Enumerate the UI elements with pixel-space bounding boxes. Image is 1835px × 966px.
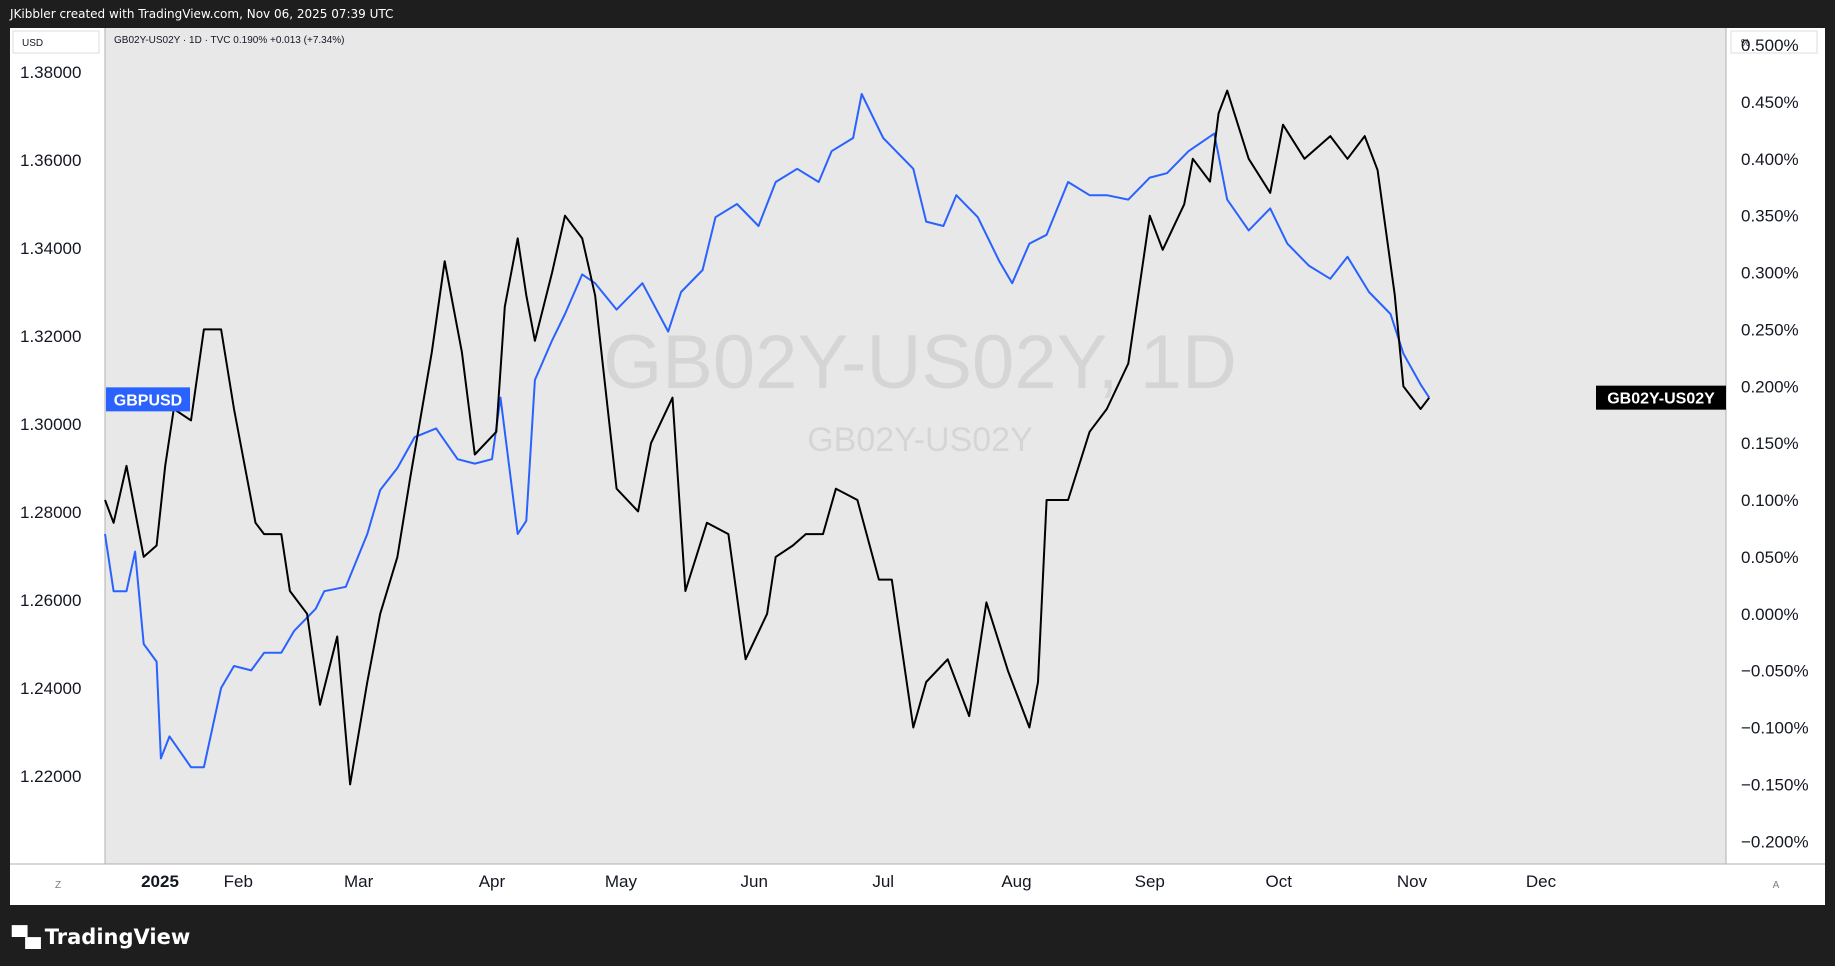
right-tick-label: 0.200% [1741,377,1799,396]
brand-text: TradingView [44,925,191,949]
time-tick-label: Jun [741,872,768,891]
time-tick-label: Oct [1266,872,1293,891]
time-tick-label: Nov [1397,872,1428,891]
right-tick-label: 0.000% [1741,605,1799,624]
left-tick-label: 1.30000 [20,415,81,434]
left-tick-label: 1.22000 [20,767,81,786]
left-unit-box [12,30,100,54]
right-tick-label: 0.350% [1741,207,1799,226]
footer-bar: ▀▄ TradingView [0,905,1835,966]
series-line-gb02y-us02y [104,89,1430,786]
left-tick-label: 1.34000 [20,239,81,258]
chart-frame: USD% GB02Y-US02Y · 1D · TVC 0.190% +0.013… [10,28,1825,905]
gbpusd-price-tag-label: GBPUSD [114,392,182,409]
right-unit-label: % [1741,38,1750,49]
left-tick-label: 1.38000 [20,63,81,82]
watermark-main: GB02Y-US02Y, 1D [603,320,1237,405]
right-tick-label: 0.500% [1741,36,1799,55]
time-tick-label: Dec [1526,872,1557,891]
time-tick-label: 2025 [141,872,179,891]
brand[interactable]: ▀▄ TradingView [12,925,190,949]
left-tick-label: 1.32000 [20,327,81,346]
gb02y-us02y-price-tag-label: GB02Y-US02Y [1607,391,1715,408]
right-tick-label: 0.150% [1741,434,1799,453]
credit-bar: JKibbler created with TradingView.com, N… [0,0,1835,28]
gbpusd-price-tag [106,387,190,412]
time-tick-label: Feb [224,872,253,891]
right-unit-box [1730,30,1818,54]
series-line-gbpusd [104,93,1431,769]
right-tick-label: −0.100% [1741,719,1809,738]
time-tick-label: May [605,872,638,891]
right-tick-label: 0.050% [1741,548,1799,567]
time-tick-label: Jul [872,872,894,891]
corner-left-label: Z [55,880,61,891]
time-tick-label: Aug [1001,872,1031,891]
gb02y-us02y-price-tag [1596,385,1726,410]
time-tick-label: Sep [1135,872,1165,891]
right-tick-label: −0.200% [1741,832,1809,851]
left-unit-label: USD [22,38,43,49]
plot-area [105,28,1726,864]
left-tick-label: 1.24000 [20,679,81,698]
chart-svg: USD % GB02Y-US02Y · 1D · TVC 0.190% +0.013… [10,28,1825,905]
time-tick-label: Mar [344,872,374,891]
right-tick-label: 0.100% [1741,491,1799,510]
tradingview-logo-icon: ▀▄ [12,925,41,949]
right-tick-label: 0.250% [1741,320,1799,339]
legend-text: GB02Y-US02Y · 1D · TVC 0.190% +0.013 (+7… [114,35,345,46]
corner-right-label: A [1773,880,1780,891]
right-tick-label: 0.400% [1741,150,1799,169]
right-tick-label: −0.150% [1741,775,1809,794]
time-tick-label: Apr [479,872,506,891]
left-tick-label: 1.28000 [20,503,81,522]
right-tick-label: 0.300% [1741,264,1799,283]
credit-text: JKibbler created with TradingView.com, N… [10,7,394,21]
right-tick-label: −0.050% [1741,662,1809,681]
watermark-sub: GB02Y-US02Y [807,421,1033,459]
right-tick-label: 0.450% [1741,93,1799,112]
left-tick-label: 1.36000 [20,151,81,170]
left-tick-label: 1.26000 [20,591,81,610]
